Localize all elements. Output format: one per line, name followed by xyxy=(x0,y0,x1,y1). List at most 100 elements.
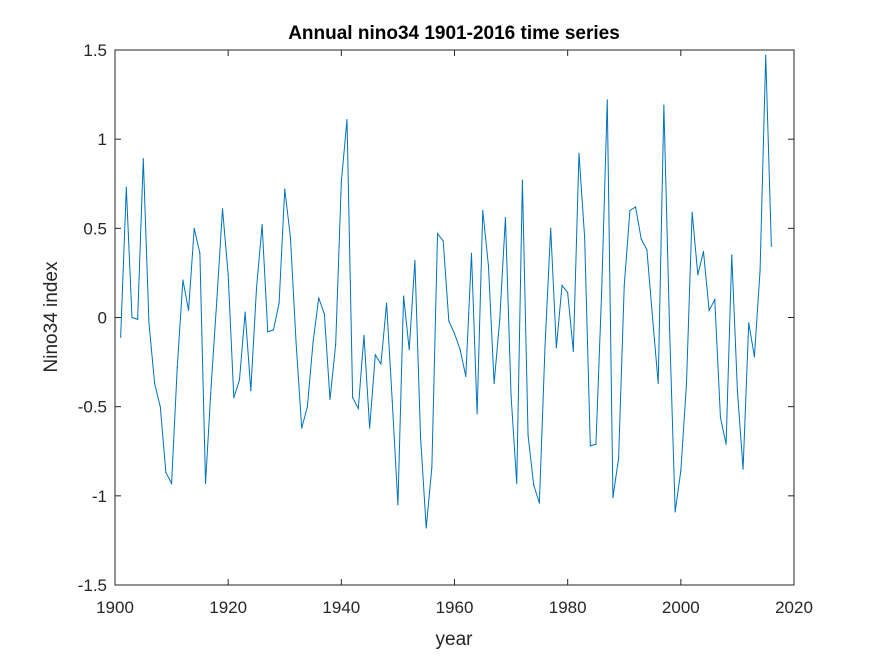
data-point xyxy=(617,457,620,459)
data-point xyxy=(295,341,297,344)
data-point xyxy=(402,295,405,297)
data-point xyxy=(770,245,772,247)
data-point xyxy=(453,332,456,335)
data-point xyxy=(697,274,699,276)
data-point xyxy=(391,400,393,402)
data-point xyxy=(386,302,388,304)
data-point xyxy=(680,470,682,472)
data-point xyxy=(708,309,710,311)
data-point xyxy=(510,395,512,397)
y-tick-label: -1 xyxy=(92,487,107,506)
data-point xyxy=(312,341,314,344)
data-point xyxy=(516,482,518,484)
data-point xyxy=(272,329,275,331)
data-point xyxy=(533,484,535,486)
axis-ticks: 1900 1920 1940 1960 1980 2000 2020 -1.5 -1 -0.5 0 0… xyxy=(78,41,813,617)
data-point xyxy=(137,318,139,320)
data-point xyxy=(714,299,716,301)
x-tick-label: 1920 xyxy=(209,598,247,617)
data-point xyxy=(233,397,235,399)
data-point xyxy=(431,466,433,468)
data-point xyxy=(289,236,292,238)
data-point xyxy=(278,302,280,304)
data-point xyxy=(301,427,303,429)
data-point xyxy=(187,309,190,311)
data-point xyxy=(555,347,557,349)
data-point xyxy=(165,472,167,474)
data-point xyxy=(193,227,195,229)
data-point xyxy=(210,384,212,386)
data-point xyxy=(685,382,688,385)
data-point xyxy=(538,502,540,504)
data-point xyxy=(340,181,342,183)
y-tick-label: -0.5 xyxy=(78,398,107,417)
data-point xyxy=(216,299,218,301)
data-point xyxy=(753,356,755,358)
data-point xyxy=(238,379,241,381)
data-point xyxy=(759,270,761,272)
data-point xyxy=(606,99,608,101)
data-point xyxy=(719,416,722,418)
data-point xyxy=(663,104,665,106)
data-point xyxy=(550,227,552,229)
data-point xyxy=(436,233,439,235)
y-tick-label: 0 xyxy=(98,309,107,328)
y-tick-label: 1.5 xyxy=(83,41,107,60)
data-point xyxy=(284,188,286,190)
data-point xyxy=(487,265,490,267)
data-point xyxy=(131,316,133,319)
data-point xyxy=(634,206,637,208)
data-point xyxy=(736,390,739,392)
data-point xyxy=(465,375,467,377)
x-tick-label: 1940 xyxy=(322,598,360,617)
data-point xyxy=(702,250,705,253)
data-point xyxy=(748,322,750,324)
data-point xyxy=(261,224,263,226)
x-tick-label: 1900 xyxy=(96,598,134,617)
data-point xyxy=(623,284,625,286)
y-axis-label: Nino34 index xyxy=(41,261,62,372)
data-point xyxy=(567,291,569,294)
data-point xyxy=(120,336,122,338)
y-tick-label: -1.5 xyxy=(78,576,107,595)
data-point xyxy=(742,468,744,470)
data-point xyxy=(221,208,224,210)
data-point xyxy=(651,316,654,319)
data-point xyxy=(725,443,727,445)
data-point xyxy=(244,311,246,313)
data-point xyxy=(318,297,320,299)
series-line-nino34 xyxy=(120,55,772,528)
data-point xyxy=(584,236,586,238)
data-point xyxy=(612,497,614,499)
data-point xyxy=(346,118,348,121)
data-point xyxy=(459,349,461,351)
data-point xyxy=(369,427,371,429)
data-point xyxy=(499,318,501,320)
y-tick-label: 1 xyxy=(98,130,107,149)
data-point xyxy=(448,320,450,322)
data-point xyxy=(380,363,382,365)
data-point xyxy=(374,354,376,356)
plot-area xyxy=(114,49,795,586)
data-point xyxy=(731,254,733,256)
data-point xyxy=(629,209,631,212)
x-tick-label: 1960 xyxy=(436,598,474,617)
data-point xyxy=(227,274,229,276)
x-tick-label: 2020 xyxy=(775,598,813,617)
data-point xyxy=(397,504,399,506)
x-tick-label: 2000 xyxy=(662,598,700,617)
data-point xyxy=(267,331,269,333)
data-point xyxy=(335,343,337,345)
data-point xyxy=(657,382,659,385)
data-point xyxy=(419,436,422,438)
data-point xyxy=(640,238,642,240)
data-point xyxy=(176,366,178,369)
data-point xyxy=(199,252,201,254)
data-point xyxy=(204,482,207,484)
data-point xyxy=(561,284,563,286)
data-point xyxy=(646,249,648,251)
data-point xyxy=(255,288,258,290)
x-axis-label: year xyxy=(436,629,474,650)
data-point xyxy=(578,152,580,155)
